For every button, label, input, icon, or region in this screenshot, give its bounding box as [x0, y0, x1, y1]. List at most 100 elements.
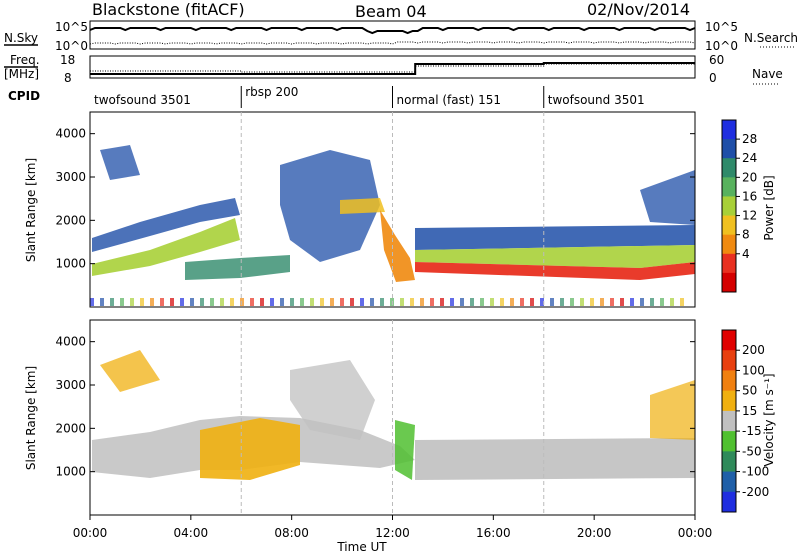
- velocity-colorbar-swatch: [722, 350, 736, 371]
- power-ylabel: Slant Range [km]: [24, 158, 38, 262]
- velocity-colorbar-swatch: [722, 491, 736, 513]
- freq-line: [90, 62, 695, 75]
- y-tick-label: 4000: [55, 127, 86, 141]
- velocity-colorbar-swatch: [722, 431, 736, 452]
- power-echo-region: [92, 198, 240, 252]
- cpid-segment-label: normal (fast) 151: [397, 93, 501, 107]
- velocity-echo-region: [415, 438, 695, 480]
- noise-panel: N.Sky N.Search 10^5 10^0 10^5 10^0: [4, 20, 798, 53]
- freq-tick-top: 18: [60, 53, 75, 67]
- power-gate: [560, 298, 564, 306]
- velocity-colorbar-tick-label: -50: [742, 444, 762, 458]
- power-gate: [570, 298, 574, 306]
- x-tick-label: 00:00: [678, 526, 713, 540]
- beam-title: Beam 04: [355, 2, 427, 21]
- power-gate: [590, 298, 594, 306]
- date-title: 02/Nov/2014: [587, 0, 690, 19]
- power-gate: [580, 298, 584, 306]
- power-gate: [310, 298, 314, 306]
- y-tick-label: 2000: [55, 421, 86, 435]
- power-gate: [550, 298, 554, 306]
- noise-tick-left-bottom: 10^0: [55, 39, 88, 53]
- power-ground-scatter-gates: [90, 298, 684, 306]
- power-gate: [190, 298, 194, 306]
- velocity-colorbar-swatch: [722, 330, 736, 351]
- velocity-colorbar-tick-label: 100: [742, 363, 765, 377]
- noise-tick-right-top: 10^5: [705, 20, 738, 34]
- velocity-echo-regions: [92, 350, 695, 480]
- power-gate: [200, 298, 204, 306]
- freq-label-line1: Freq.: [10, 53, 40, 67]
- noise-panel-frame: [89, 20, 696, 50]
- noise-tick-left-top: 10^5: [55, 20, 88, 34]
- power-gate: [270, 298, 274, 306]
- velocity-colorbar-swatch: [722, 410, 736, 432]
- velocity-colorbar-tick-label: -200: [742, 485, 769, 499]
- power-gate: [370, 298, 374, 306]
- power-gate: [220, 298, 224, 306]
- velocity-colorbar-tick-label: -100: [742, 465, 769, 479]
- power-colorbar-tick-label: 20: [742, 170, 757, 184]
- power-gate: [480, 298, 484, 306]
- power-gate: [140, 298, 144, 306]
- power-gate: [210, 298, 214, 306]
- power-gate: [610, 298, 614, 306]
- y-tick-label: 3000: [55, 170, 86, 184]
- power-gate: [490, 298, 494, 306]
- nsearch-label: N.Search: [744, 31, 798, 45]
- power-gate: [660, 298, 664, 306]
- power-echo-region: [185, 255, 290, 280]
- power-gate: [630, 298, 634, 306]
- power-gate: [250, 298, 254, 306]
- cpid-row: CPID twofsound 3501 rbsp 200 normal (fast)…: [8, 85, 645, 108]
- y-tick-label: 4000: [55, 335, 86, 349]
- power-colorbar-swatch: [722, 215, 736, 236]
- cpid-label: CPID: [8, 89, 40, 103]
- nave-line: [90, 63, 695, 73]
- velocity-colorbar-swatch: [722, 471, 736, 493]
- power-gate: [170, 298, 174, 306]
- power-gate: [320, 298, 324, 306]
- velocity-colorbar-swatch: [722, 370, 736, 392]
- power-echo-region: [100, 145, 140, 180]
- power-colorbar-swatch: [722, 272, 736, 293]
- power-gate: [470, 298, 474, 306]
- velocity-colorbar-tick-label: -15: [742, 424, 762, 438]
- velocity-colorbar-tick-label: 50: [742, 384, 757, 398]
- velocity-colorbar-tick-label: 15: [742, 404, 757, 418]
- power-gate: [160, 298, 164, 306]
- power-gate: [180, 298, 184, 306]
- x-tick-label: 20:00: [577, 526, 612, 540]
- power-gate: [150, 298, 154, 306]
- cpid-segment-label: twofsound 3501: [94, 93, 191, 107]
- power-colorbar: Power [dB] 28 24 20 16 12 8 4: [721, 119, 776, 293]
- power-colorbar-tick-label: 28: [742, 132, 757, 146]
- x-tick-label: 16:00: [476, 526, 511, 540]
- power-gate: [360, 298, 364, 306]
- power-gate: [330, 298, 334, 306]
- power-colorbar-swatch: [722, 234, 736, 255]
- freq-panel: Freq. [MHz] 18 8 60 0 Nave: [4, 53, 783, 85]
- y-tick-label: 3000: [55, 378, 86, 392]
- nave-tick-bottom: 0: [709, 71, 717, 85]
- power-colorbar-swatch: [722, 196, 736, 217]
- freq-panel-frame: [89, 55, 696, 79]
- velocity-colorbar-frame: [721, 329, 737, 513]
- power-y-axis: 1000 2000 3000 4000: [55, 127, 695, 271]
- power-gate: [670, 298, 674, 306]
- power-echo-region: [340, 198, 385, 214]
- power-gate: [450, 298, 454, 306]
- power-gate: [500, 298, 504, 306]
- velocity-echo-region: [395, 420, 415, 480]
- power-colorbar-tick-label: 16: [742, 189, 757, 203]
- nave-label: Nave: [752, 67, 783, 81]
- power-echo-region: [92, 218, 240, 276]
- station-title: Blackstone (fitACF): [92, 0, 245, 19]
- power-gate: [380, 298, 384, 306]
- power-gate: [340, 298, 344, 306]
- power-gate: [100, 298, 104, 306]
- power-gate: [650, 298, 654, 306]
- velocity-panel: 1000 2000 3000 4000 Slant Range [km]: [24, 319, 696, 516]
- power-panel: 1000 2000 3000 4000 Slant Range [km]: [24, 111, 696, 308]
